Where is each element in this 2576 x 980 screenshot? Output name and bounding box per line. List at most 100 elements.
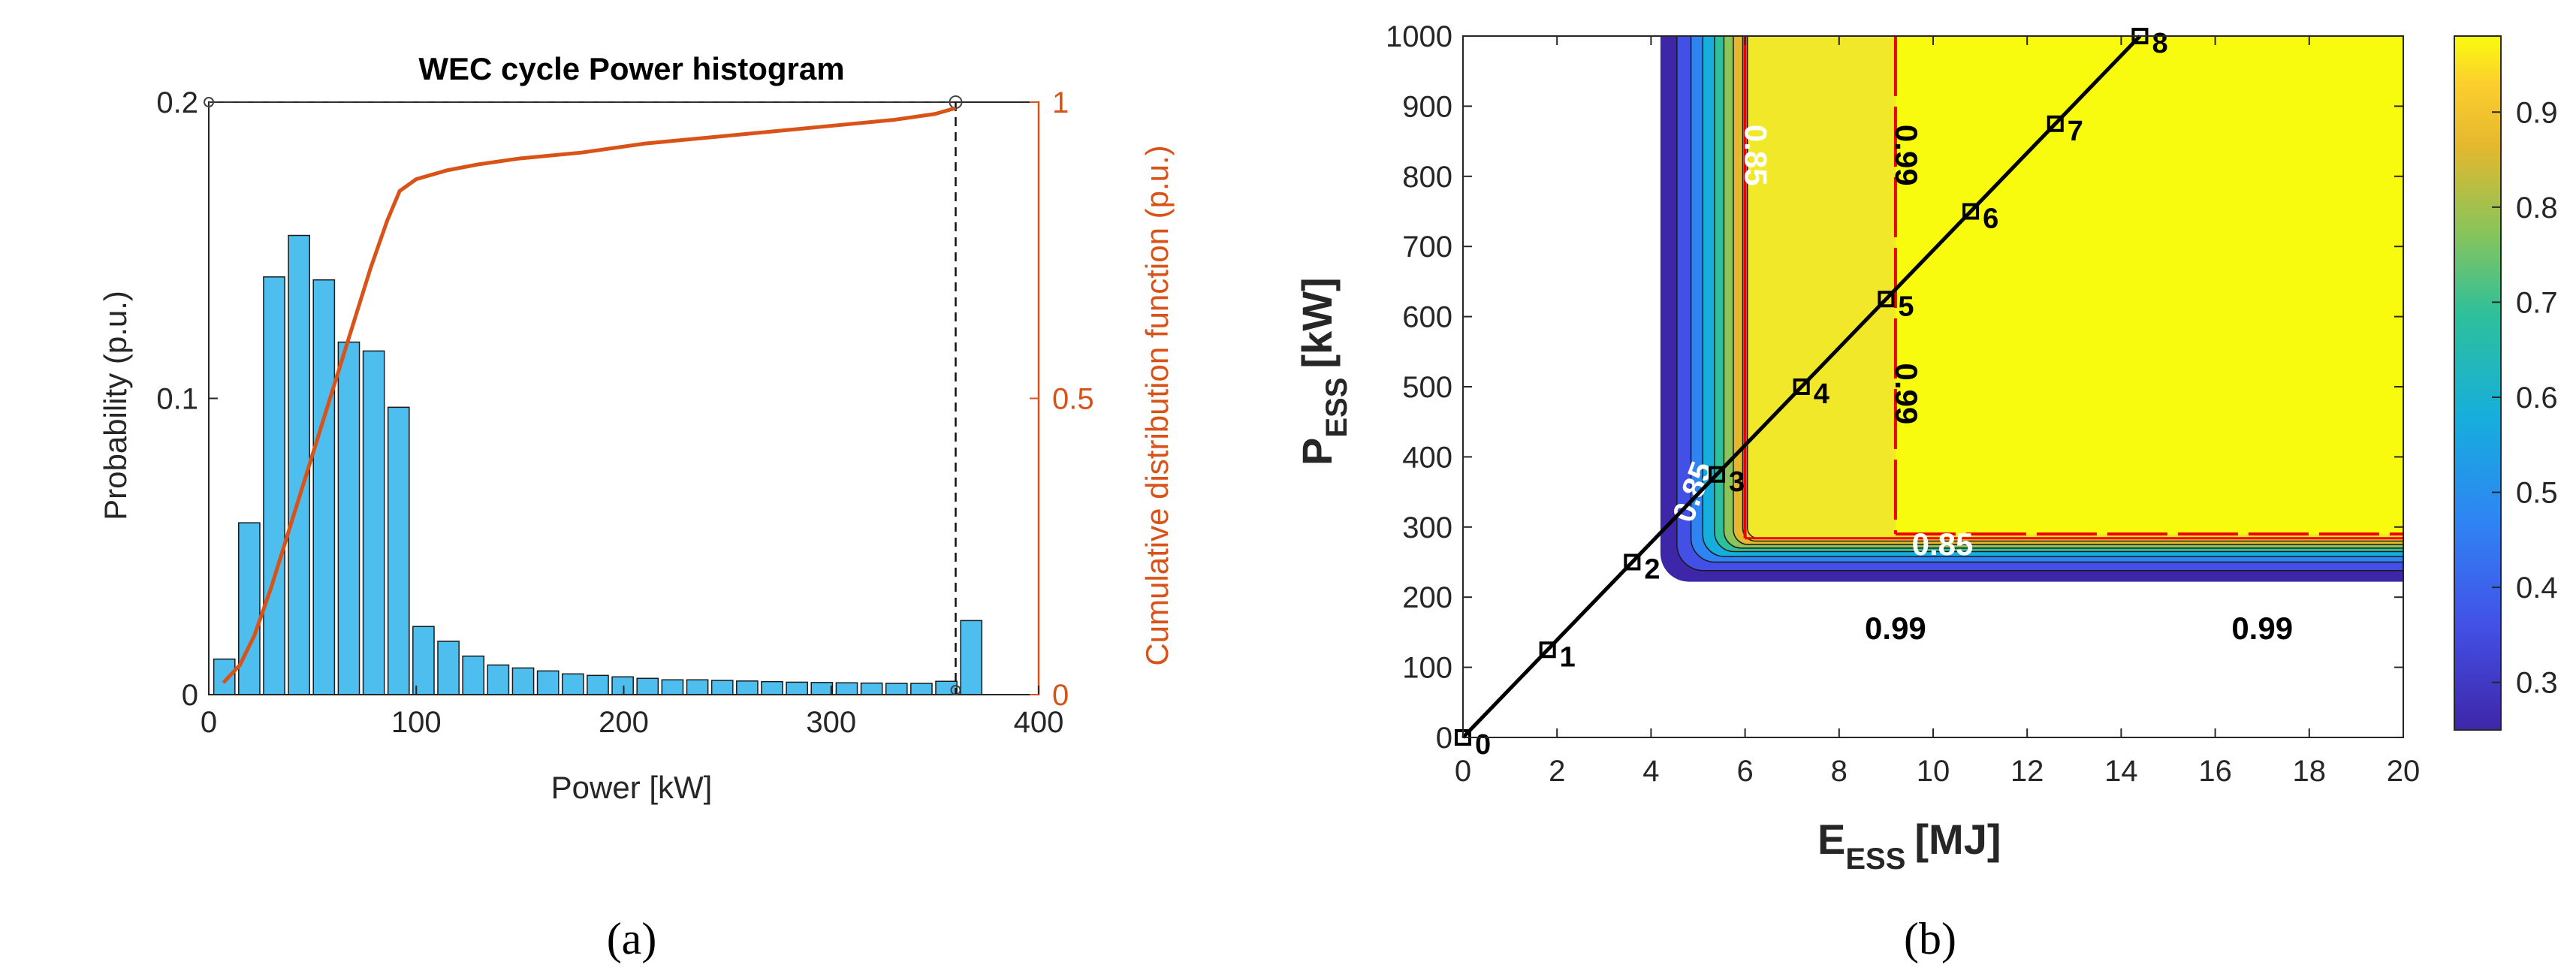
design-point [1793,378,1810,395]
x-tick-label: 300 [806,706,856,739]
design-point [1962,203,1980,220]
histogram-bar [288,234,311,695]
x-tick-label: 0 [1455,755,1471,788]
histogram-bar [885,683,908,695]
histogram-bar [935,680,958,695]
design-point-label: 4 [1814,378,1829,410]
design-point [2047,115,2064,132]
contour-label: 0.99 [1889,125,1924,186]
histogram-bar [710,680,734,695]
histogram-bar [213,658,236,695]
y-tick-label: 0.1 [156,383,198,416]
histogram-bar [561,673,584,695]
panel-label-b: (b) [1904,914,1956,963]
histogram-bar [437,641,460,695]
design-point-label: 5 [1898,291,1914,322]
histogram-bar [587,674,609,695]
contour-band-top [1895,36,2403,535]
histogram-bar [835,682,858,695]
histogram-bar [860,682,883,695]
histogram-bar [636,677,659,695]
histogram-bars [213,234,983,695]
y-axis-label-b: PESS[kW] [1293,277,1353,466]
contour-label: 0.99 [2231,611,2293,646]
contour-label: 0.85 [1912,526,1974,562]
x-tick-label: 400 [1014,706,1064,739]
design-point-label: 6 [1983,204,1998,235]
chart-title: WEC cycle Power histogram [418,51,844,86]
histogram-bar [263,276,285,695]
x-tick-label: 18 [2293,755,2327,788]
y-tick-label: 400 [1402,441,1452,474]
contour-labels: 0.850.990.850.990.990.990.85 [1666,125,2294,646]
design-point-label: 3 [1729,466,1745,498]
guide-bottom-marker [950,685,961,695]
panel-label-a: (a) [607,914,657,963]
contour-label: 0.99 [1865,611,1926,646]
cdf-line [222,106,957,684]
x-tick-label: 20 [2387,755,2421,788]
colorbar-gradient [2454,35,2502,731]
histogram-bar [238,522,261,695]
colorbar-tick-label: 0.9 [2516,96,2558,129]
y2-tick-label: 0.5 [1052,383,1094,416]
y2-tick-label: 1 [1052,86,1069,119]
contour-fill [1660,36,2403,582]
histogram-bar [412,626,435,695]
y2-axis-label: Cumulative distribution function (p.u.) [1139,145,1175,665]
y-tick-label: 0 [1436,722,1452,755]
y-tick-label: 800 [1402,161,1452,194]
histogram-bar [960,620,983,695]
design-line-path [1461,35,2142,739]
histogram-bar [786,681,809,695]
cdf-series [204,95,963,695]
design-point [1878,291,1895,308]
design-point-label: 8 [2152,28,2167,59]
colorbar-tick-label: 0.4 [2516,571,2558,605]
design-point-label: 7 [2068,116,2083,147]
design-point-label: 2 [1644,554,1660,586]
x-tick-label: 4 [1642,755,1659,788]
histogram-bar [487,664,510,695]
colorbar-tick-label: 0.6 [2516,381,2558,415]
y2-tick-label: 0 [1052,679,1069,712]
y-tick-label: 0 [182,679,198,712]
histogram-bar [362,350,385,695]
y-tick-label: 1000 [1386,20,1452,53]
colorbar-tick-label: 0.8 [2516,191,2558,225]
y-tick-label: 200 [1402,581,1452,614]
y-tick-label: 600 [1402,301,1452,334]
colorbar: 0.3 0.4 0.5 0.6 0.7 0.8 0.9 [2454,35,2558,731]
histogram-chart: WEC cycle Power histogram 0 100 200 300 4000… [98,51,1175,963]
x-axis-label-b: EESS [MJ] [1817,816,2001,876]
design-point-label: 1 [1560,641,1576,673]
histogram-bar [387,406,410,695]
y-tick-label: 300 [1402,511,1452,544]
histogram-bar [810,682,834,695]
contour-label: 0.99 [1889,363,1924,424]
design-point [1539,641,1556,659]
colorbar-tick-label: 0.5 [2516,477,2558,510]
histogram-bar [736,680,759,695]
y-tick-label: 0.2 [156,86,198,119]
x-tick-label: 2 [1549,755,1565,788]
y-axis-label: Probability (p.u.) [98,291,133,520]
colorbar-tick-label: 0.3 [2516,667,2558,700]
histogram-bar [337,341,360,695]
histogram-bar [661,679,684,695]
x-tick-label: 100 [391,706,442,739]
x-tick-label: 12 [2010,755,2044,788]
histogram-bar [536,670,560,695]
histogram-bar [910,683,933,695]
y-tick-label: 100 [1402,652,1452,685]
y-tick-label: 900 [1402,90,1452,123]
histogram-bar [761,680,783,695]
guide-start-marker [204,97,214,107]
y-tick-label: 500 [1402,371,1452,404]
colorbar-tick-label: 0.7 [2516,286,2558,319]
x-tick-label: 6 [1736,755,1753,788]
contour-label: 0.85 [1739,125,1774,186]
x-tick-label: 200 [599,706,649,739]
x-tick-label: 8 [1831,755,1848,788]
